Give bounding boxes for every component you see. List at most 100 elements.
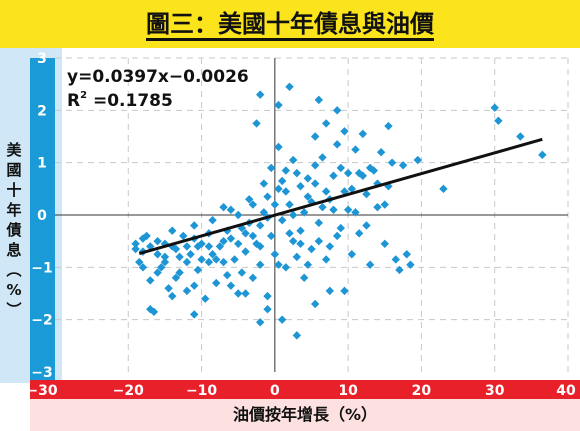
data-point xyxy=(281,263,291,272)
data-point xyxy=(241,247,250,256)
x-tick-labels: −30 −20 −10 0 10 20 30 40 xyxy=(26,383,576,399)
data-point xyxy=(270,250,280,259)
data-point xyxy=(226,281,236,290)
y-tick-label: −1 xyxy=(31,260,52,276)
data-point xyxy=(413,155,422,165)
data-point xyxy=(182,257,192,267)
data-point xyxy=(256,318,265,327)
data-point xyxy=(208,250,217,259)
data-point xyxy=(387,158,397,167)
y-axis-label: 美國十年債息 ︵% ︶ xyxy=(2,140,26,320)
data-point xyxy=(160,252,170,262)
x-tick-label: −20 xyxy=(113,383,144,399)
data-point xyxy=(234,239,243,248)
data-point xyxy=(277,216,287,225)
data-point xyxy=(299,208,309,217)
data-point xyxy=(516,132,525,141)
data-point xyxy=(538,150,547,160)
data-point xyxy=(310,132,320,141)
data-point xyxy=(212,278,221,288)
data-point xyxy=(402,250,411,259)
data-point xyxy=(153,268,162,277)
data-point xyxy=(256,221,265,230)
data-point xyxy=(204,242,214,251)
data-point xyxy=(285,82,294,91)
data-point xyxy=(332,140,342,149)
data-point xyxy=(234,289,243,298)
data-point xyxy=(277,315,287,324)
data-point xyxy=(292,331,302,340)
data-point xyxy=(296,182,305,191)
data-point xyxy=(190,221,199,230)
data-point xyxy=(160,257,170,267)
data-point xyxy=(296,226,305,235)
data-point xyxy=(373,202,382,212)
r-squared-label: R2 =0.1785 xyxy=(67,90,173,111)
data-point xyxy=(266,163,276,173)
data-point xyxy=(223,270,232,280)
data-point xyxy=(340,286,349,296)
data-point xyxy=(365,163,375,173)
data-point xyxy=(343,168,353,178)
data-point xyxy=(336,223,346,233)
data-point xyxy=(193,265,203,275)
data-point xyxy=(384,121,393,131)
data-point xyxy=(398,161,408,170)
data-point xyxy=(380,200,389,209)
data-point xyxy=(157,263,166,272)
data-point xyxy=(347,250,357,259)
data-point xyxy=(146,305,155,314)
data-point xyxy=(182,242,192,251)
data-point xyxy=(259,179,269,188)
data-point xyxy=(190,310,199,319)
data-point xyxy=(256,90,265,99)
data-point xyxy=(274,184,283,194)
data-point xyxy=(182,286,192,296)
data-point xyxy=(256,242,265,251)
data-point xyxy=(212,255,221,264)
data-point xyxy=(281,187,291,196)
data-point xyxy=(292,168,302,178)
data-point xyxy=(190,281,199,290)
data-point xyxy=(351,208,360,217)
data-point xyxy=(288,210,298,220)
y-axis-label-char: 十 xyxy=(6,181,22,199)
data-point xyxy=(310,179,320,188)
y-axis-label-char: 國 xyxy=(6,161,22,179)
data-point xyxy=(277,176,287,186)
y-axis-label-char: ︶ xyxy=(6,301,22,319)
data-point xyxy=(131,244,140,254)
data-point xyxy=(321,255,331,264)
data-point xyxy=(245,195,254,204)
data-point xyxy=(241,289,250,298)
data-point xyxy=(358,129,367,139)
data-point xyxy=(391,255,400,264)
data-point xyxy=(314,95,324,105)
y-axis-label-char: 美 xyxy=(6,141,22,159)
data-point xyxy=(318,153,327,162)
x-tick-label: −30 xyxy=(26,383,57,399)
y-axis-label-char: ︵ xyxy=(6,261,22,279)
data-point xyxy=(270,200,280,209)
data-point xyxy=(321,187,331,196)
x-tick-label: 0 xyxy=(270,383,280,399)
data-point xyxy=(219,257,228,267)
data-point xyxy=(219,202,228,212)
x-tick-label: 30 xyxy=(485,383,505,399)
data-point xyxy=(138,263,148,272)
data-points xyxy=(131,82,547,340)
data-point xyxy=(252,119,261,128)
data-point xyxy=(153,236,162,246)
data-point xyxy=(494,116,503,125)
y-tick-label: 3 xyxy=(37,51,47,67)
data-point xyxy=(248,231,258,241)
data-point xyxy=(197,255,206,264)
data-point xyxy=(131,239,140,248)
data-point xyxy=(314,218,324,228)
data-point xyxy=(332,231,342,241)
data-point xyxy=(230,255,239,264)
data-point xyxy=(259,208,269,217)
data-point xyxy=(362,221,371,230)
data-point xyxy=(263,291,272,301)
